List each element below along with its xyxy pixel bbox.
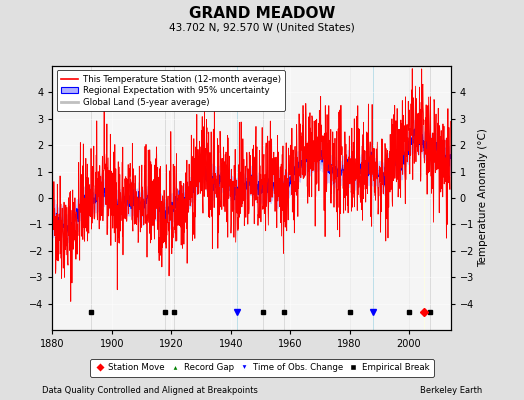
Y-axis label: Temperature Anomaly (°C): Temperature Anomaly (°C)	[478, 128, 488, 268]
Text: 43.702 N, 92.570 W (United States): 43.702 N, 92.570 W (United States)	[169, 22, 355, 32]
Text: Data Quality Controlled and Aligned at Breakpoints: Data Quality Controlled and Aligned at B…	[42, 386, 258, 395]
Text: Berkeley Earth: Berkeley Earth	[420, 386, 482, 395]
Legend: Station Move, Record Gap, Time of Obs. Change, Empirical Break: Station Move, Record Gap, Time of Obs. C…	[90, 359, 434, 377]
Legend: This Temperature Station (12-month average), Regional Expectation with 95% uncer: This Temperature Station (12-month avera…	[57, 70, 285, 111]
Text: GRAND MEADOW: GRAND MEADOW	[189, 6, 335, 21]
